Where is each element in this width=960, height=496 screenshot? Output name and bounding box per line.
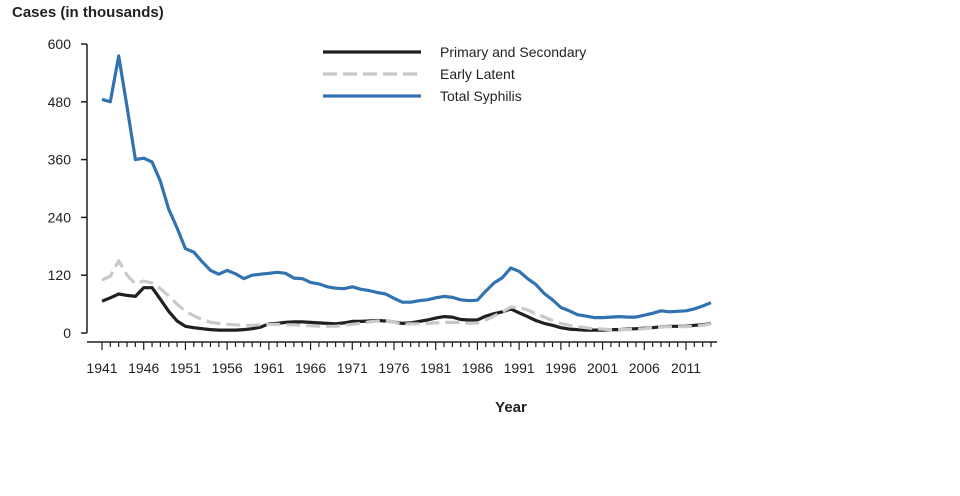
x-tick-label: 1981 <box>420 360 451 376</box>
x-tick-label: 1976 <box>378 360 409 376</box>
x-tick-label: 1991 <box>504 360 535 376</box>
y-tick-label: 600 <box>48 36 72 52</box>
series-line-early-latent <box>101 259 712 332</box>
x-axis-label: Year <box>495 399 527 416</box>
x-tick-label: 1966 <box>295 360 326 376</box>
y-tick-label: 120 <box>48 267 72 283</box>
legend-label: Total Syphilis <box>440 88 522 104</box>
y-tick-label: 360 <box>48 152 72 168</box>
y-tick-label: 480 <box>48 94 72 110</box>
legend: Primary and Secondary Early Latent Total S… <box>323 44 586 104</box>
x-tick-label: 1971 <box>337 360 368 376</box>
axes: 0 120 240 360 480 600 1941 1946 1951 1956 1961 1966… <box>48 36 718 376</box>
legend-label: Primary and Secondary <box>440 44 586 60</box>
x-tick-label: 2001 <box>587 360 618 376</box>
x-tick-label: 2006 <box>629 360 660 376</box>
x-tick-label: 1986 <box>462 360 493 376</box>
y-axis-label: Cases (in thousands) <box>12 4 164 21</box>
x-tick-label: 1951 <box>170 360 201 376</box>
y-tick-label: 240 <box>48 209 72 225</box>
x-tick-label: 1996 <box>545 360 576 376</box>
x-tick-label: 1946 <box>128 360 159 376</box>
x-tick-label: 1956 <box>212 360 243 376</box>
series-lines <box>101 54 712 332</box>
x-tick-label: 2011 <box>671 360 701 376</box>
y-tick-label: 0 <box>63 325 71 341</box>
legend-label: Early Latent <box>440 66 515 82</box>
x-tick-label: 1961 <box>253 360 284 376</box>
x-tick-label: 1941 <box>86 360 117 376</box>
series-line-total-syphilis <box>101 54 712 320</box>
